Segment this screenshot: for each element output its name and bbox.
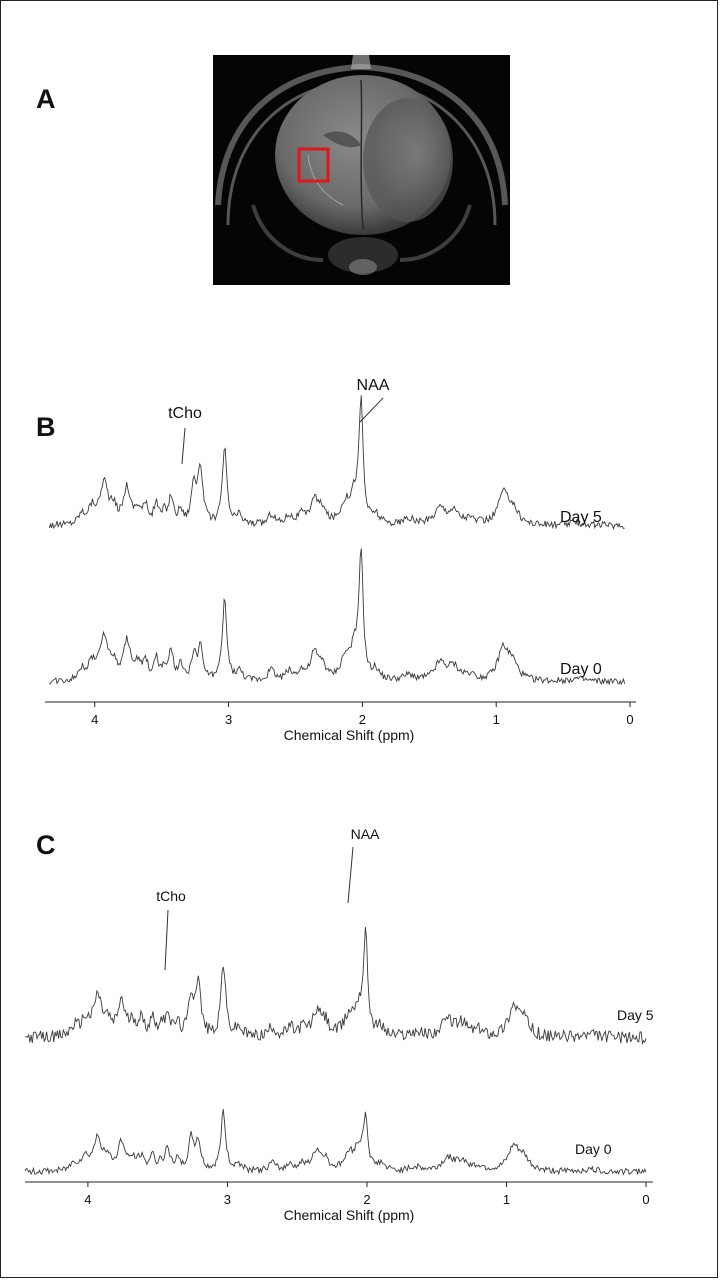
panel-label-b: B bbox=[36, 412, 56, 442]
x-tick-label: 2 bbox=[363, 1192, 370, 1207]
roi-box bbox=[297, 147, 330, 183]
panel-label-a: A bbox=[36, 84, 56, 114]
x-tick-label: 3 bbox=[224, 1192, 231, 1207]
series-label-day-0: Day 0 bbox=[575, 1141, 612, 1157]
x-tick-label: 1 bbox=[493, 712, 500, 727]
x-tick-label: 0 bbox=[642, 1192, 649, 1207]
x-axis-label: Chemical Shift (ppm) bbox=[284, 1207, 415, 1223]
peak-label-naa: NAA bbox=[357, 377, 390, 394]
x-axis-label: Chemical Shift (ppm) bbox=[284, 727, 415, 743]
peak-label-tcho: tCho bbox=[156, 888, 186, 904]
peak-leader-naa bbox=[347, 846, 354, 904]
peak-label-tcho: tCho bbox=[168, 405, 202, 422]
x-tick-label: 4 bbox=[84, 1192, 91, 1207]
series-label-day-5: Day 5 bbox=[617, 1007, 654, 1023]
spectrum-panel-c: Day 5 Day 0 tCho NAA 4 3 2 1 0 Chemical Shift (pp… bbox=[0, 810, 720, 1250]
spectrum-line-day-0 bbox=[24, 1109, 647, 1176]
spectrum-line-day-0 bbox=[49, 548, 626, 686]
panel-label-c: C bbox=[36, 830, 56, 860]
spectrum-line-day-5 bbox=[48, 395, 625, 530]
peak-leader-tcho bbox=[181, 427, 186, 465]
x-tick-label: 2 bbox=[359, 712, 366, 727]
x-tick-label: 0 bbox=[626, 712, 633, 727]
peak-label-naa: NAA bbox=[351, 826, 380, 842]
spectrum-line-day-5 bbox=[25, 927, 647, 1045]
spectrum-panel-b: Day 5 Day 0 tCho NAA 4 3 2 1 0 Chemical Shift (pp… bbox=[0, 360, 720, 760]
x-tick-label: 1 bbox=[503, 1192, 510, 1207]
x-tick-label: 3 bbox=[225, 712, 232, 727]
series-label-day-0: Day 0 bbox=[560, 661, 602, 678]
peak-leader-naa bbox=[359, 397, 384, 423]
series-label-day-5: Day 5 bbox=[560, 509, 602, 526]
mri-brain-image bbox=[213, 55, 510, 285]
peak-leader-tcho bbox=[164, 909, 169, 971]
x-tick-label: 4 bbox=[91, 712, 98, 727]
